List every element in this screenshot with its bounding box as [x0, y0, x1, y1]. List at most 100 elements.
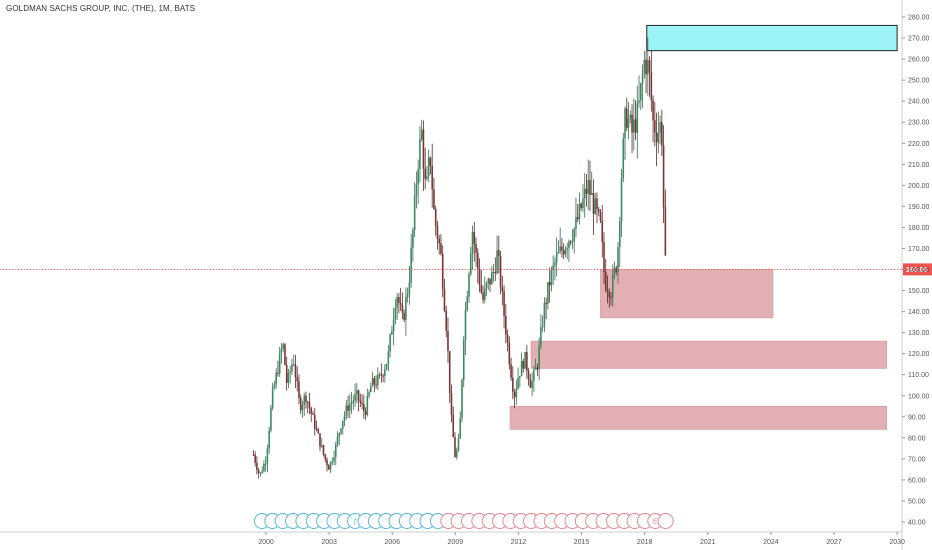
demand-zone: [530, 340, 887, 369]
candle-body: [652, 100, 654, 121]
y-tick-label: 170.00: [908, 246, 930, 253]
candle-body: [464, 310, 467, 340]
candle-body: [384, 369, 386, 377]
candle-body: [487, 278, 490, 284]
candle-body: [517, 377, 519, 389]
candle-body: [289, 371, 291, 373]
candle-body: [263, 463, 265, 472]
candle-body: [510, 364, 512, 378]
candle-body: [469, 253, 472, 275]
candle-body: [441, 253, 444, 290]
candle-body: [455, 450, 458, 458]
candle-body: [285, 364, 288, 383]
y-tick-label: 150.00: [908, 288, 930, 295]
candle-body: [254, 454, 256, 463]
candle-body: [599, 211, 602, 221]
candle-body: [398, 296, 400, 303]
candle-body: [270, 407, 272, 431]
candle-body: [420, 129, 423, 140]
candle-body: [264, 463, 267, 465]
x-tick-label: 2015: [574, 539, 590, 546]
candle-body: [354, 393, 356, 401]
candle-body: [498, 250, 500, 257]
candle-body: [580, 203, 583, 208]
candle-body: [650, 72, 653, 101]
candle-body: [531, 380, 533, 388]
y-tick-label: 190.00: [908, 204, 930, 211]
candle-body: [345, 405, 348, 416]
candle-body: [661, 122, 663, 146]
candle-body: [350, 402, 353, 405]
candle-body: [534, 367, 537, 370]
supply-zone: [646, 24, 898, 52]
candle-body: [540, 327, 542, 346]
candle-body: [320, 445, 323, 447]
candle-body: [594, 198, 597, 214]
candle-body: [634, 119, 637, 133]
candle-body: [305, 395, 307, 402]
candle-body: [396, 296, 398, 308]
candle-body: [273, 384, 276, 388]
candle-body: [480, 284, 483, 293]
candle-body: [348, 404, 351, 411]
candle-body: [550, 270, 553, 286]
candle-body: [461, 379, 463, 419]
candle-body: [334, 444, 337, 458]
chart-title: GOLDMAN SACHS GROUP, INC. (THE), 1M, BAT…: [6, 4, 196, 13]
candle-body: [647, 60, 649, 75]
candle-body: [575, 217, 577, 229]
candle-body: [440, 243, 442, 254]
candle-body: [561, 246, 563, 251]
y-tick-label: 240.00: [908, 99, 930, 106]
candle-body: [483, 288, 486, 300]
candle-body: [527, 370, 530, 380]
candle-body: [256, 462, 258, 470]
candle-body: [562, 250, 565, 255]
demand-zone: [600, 269, 774, 319]
y-tick-label: 210.00: [908, 162, 930, 169]
candles: [252, 37, 667, 479]
candle-body: [422, 129, 425, 169]
candle-body: [592, 193, 595, 214]
candle-body: [596, 198, 598, 210]
candle-body: [573, 228, 575, 242]
candle-body: [433, 189, 435, 209]
y-tick-label: 280.00: [908, 15, 930, 22]
candle-body: [659, 122, 661, 133]
candle-body: [312, 413, 314, 415]
candle-body: [394, 307, 397, 320]
candle-body: [319, 433, 321, 447]
candle-body: [280, 348, 283, 354]
candle-body: [301, 405, 304, 411]
y-tick-label: 260.00: [908, 57, 930, 64]
zones: [509, 24, 898, 430]
candle-body: [405, 296, 407, 321]
candle-body: [462, 339, 465, 380]
candle-body: [608, 291, 611, 298]
candle-body: [391, 331, 393, 335]
candle-body: [415, 184, 418, 196]
candle-body: [427, 157, 430, 177]
candle-body: [526, 352, 528, 371]
x-tick-label: 2000: [258, 539, 274, 546]
candle-body: [284, 344, 286, 365]
last-price-label: 160.05: [906, 267, 928, 274]
candle-body: [543, 302, 546, 326]
candle-body: [589, 180, 591, 195]
candle-body: [547, 282, 549, 304]
candle-body: [587, 180, 590, 194]
candle-body: [625, 108, 628, 128]
candle-body: [610, 297, 612, 299]
candle-body: [387, 351, 390, 364]
candle-body: [494, 272, 497, 274]
candle-body: [617, 247, 619, 272]
candle-body: [471, 232, 474, 254]
candle-body: [454, 437, 456, 458]
candle-body: [519, 376, 521, 378]
candle-body: [641, 74, 644, 84]
y-tick-label: 120.00: [908, 351, 930, 358]
candle-body: [636, 102, 639, 133]
candle-body: [315, 428, 318, 430]
